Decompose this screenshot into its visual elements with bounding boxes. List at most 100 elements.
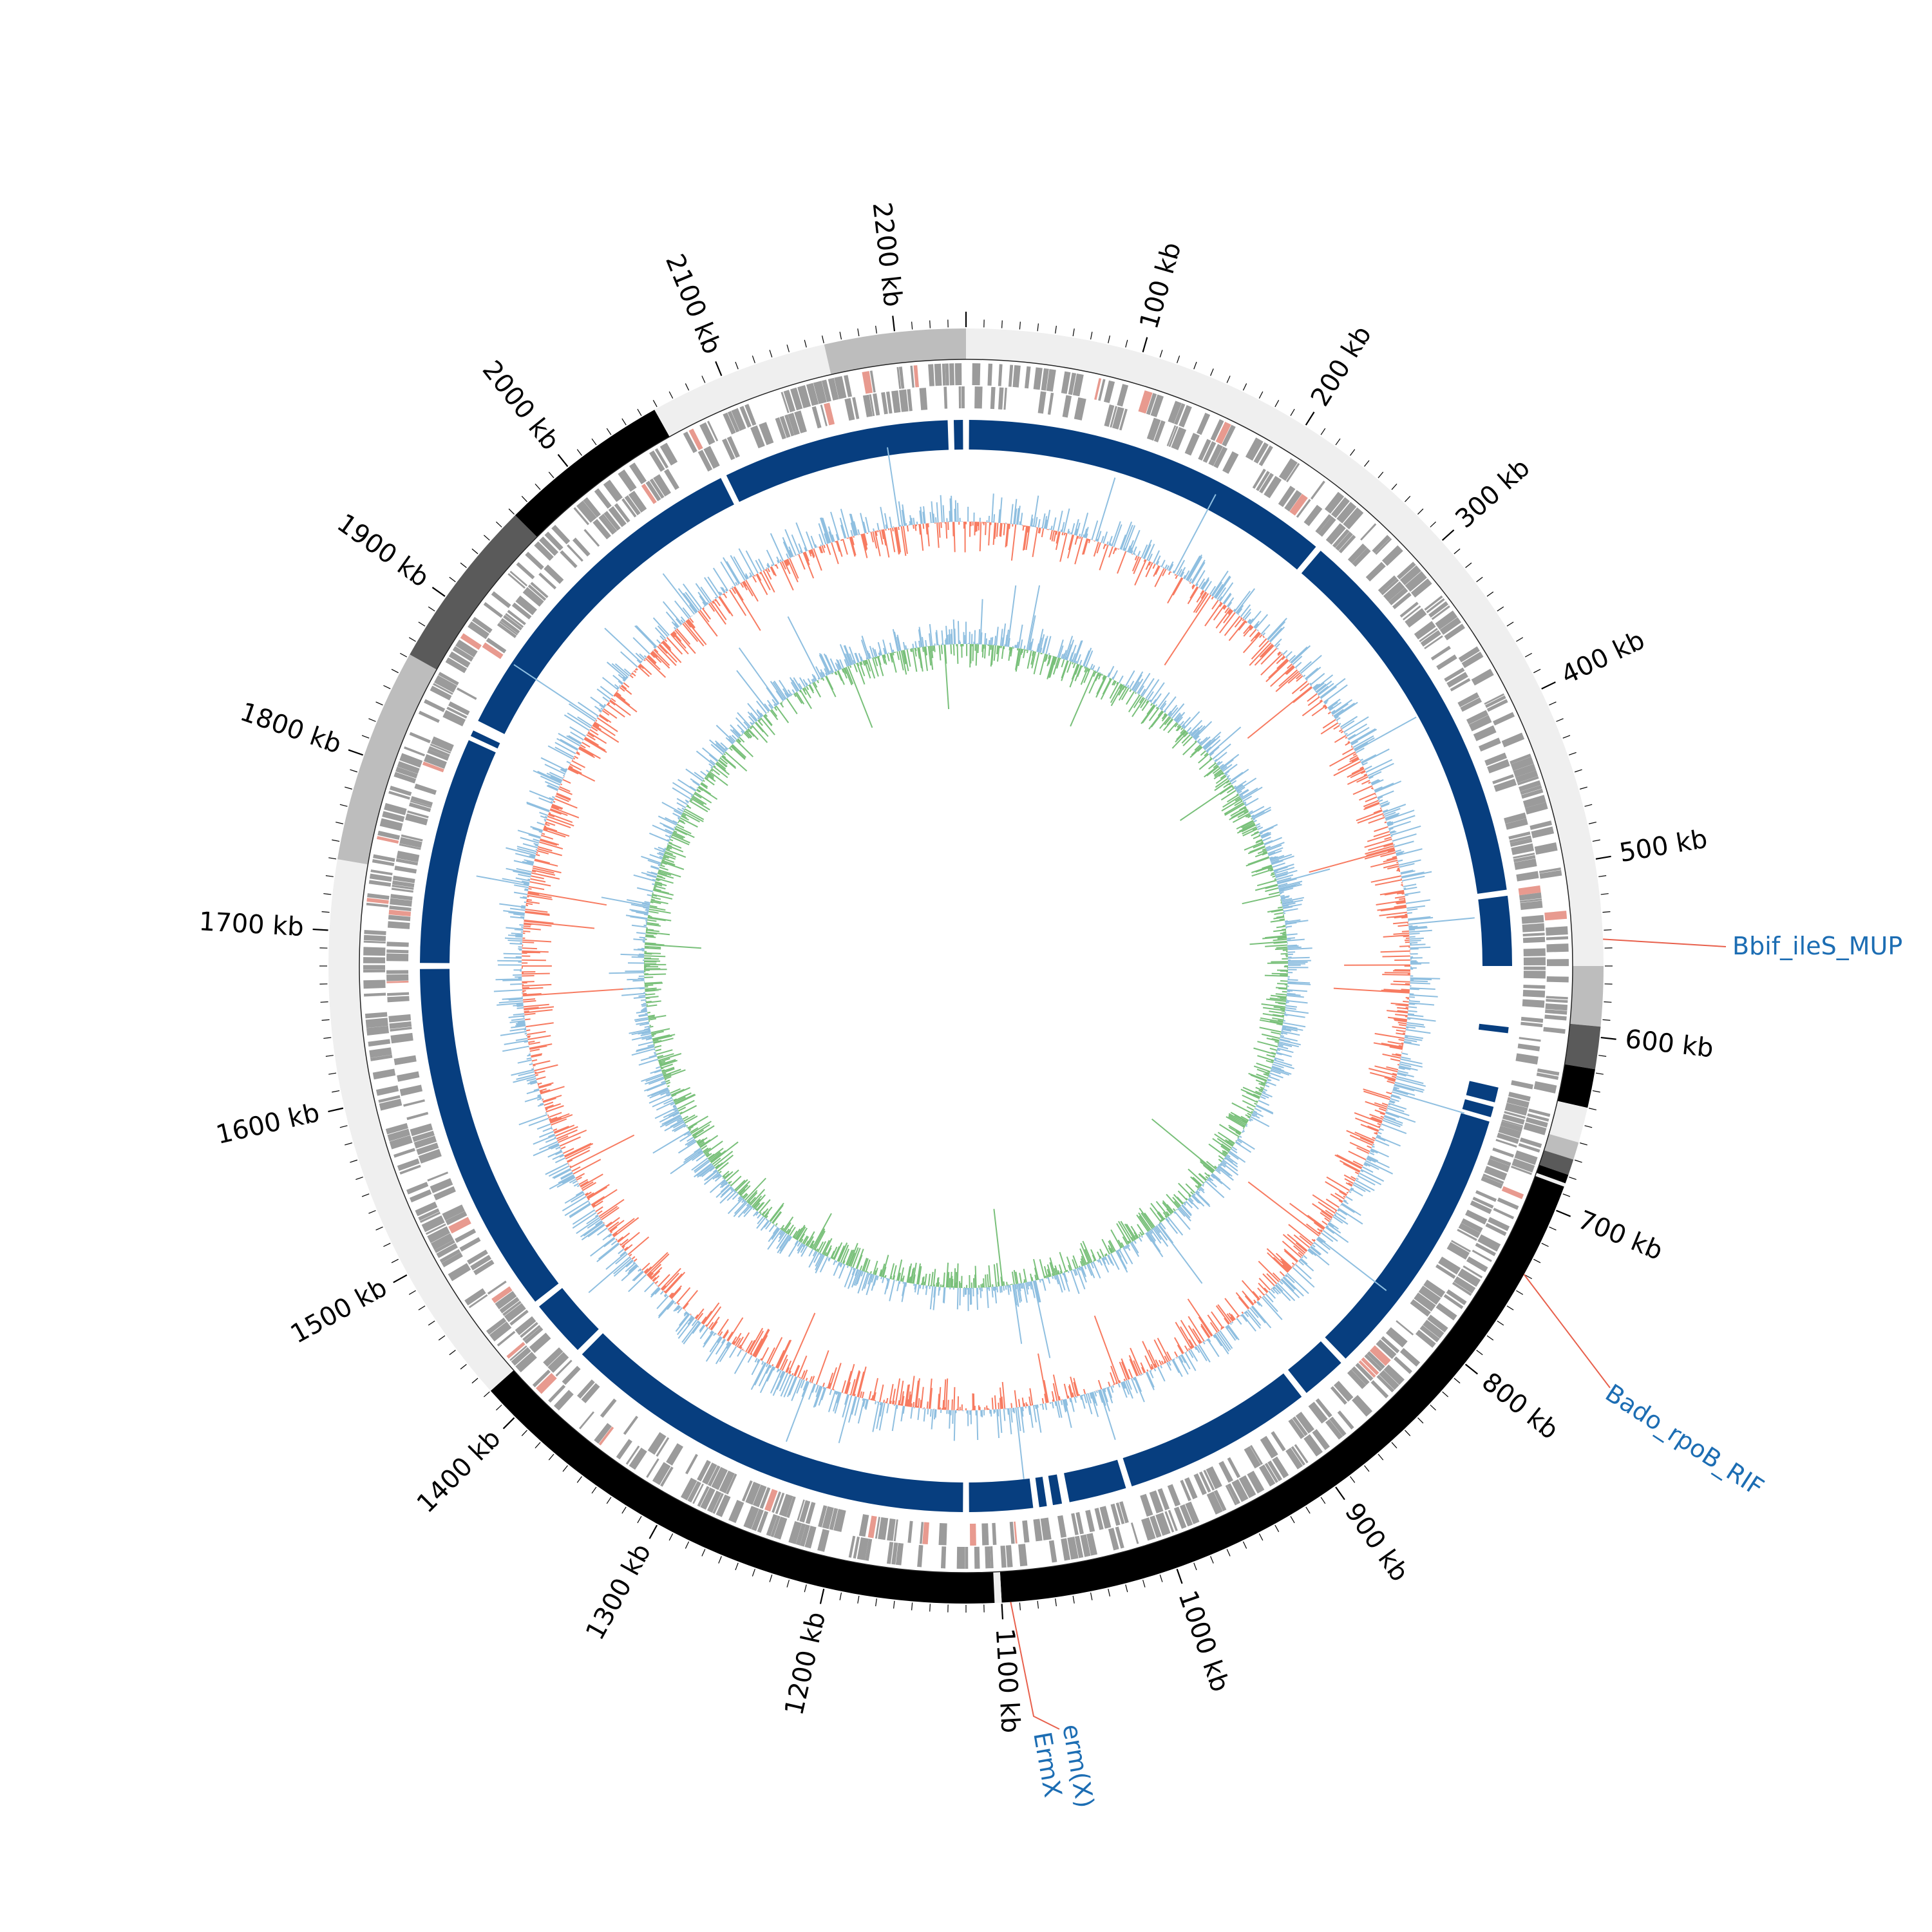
gene-feature [1312,1429,1331,1450]
gene-feature [697,1486,710,1507]
gene-feature [511,602,532,620]
gene-feature [1522,923,1545,933]
minor-tick [1226,1549,1231,1557]
blast-hit-ring [420,420,1512,1512]
major-tick [328,1107,344,1113]
gene-feature [752,1484,767,1508]
gene-feature [1525,802,1548,815]
minor-tick [1584,1125,1593,1128]
minor-tick [355,1177,363,1180]
minor-tick [1072,328,1075,337]
major-tick [1464,1363,1479,1375]
gene-feature [581,1383,600,1403]
gene-feature [390,1027,412,1032]
minor-tick [1350,1476,1356,1483]
gene-feature [442,710,466,726]
minor-tick [323,1037,332,1039]
gene-feature [1472,1249,1492,1262]
minor-tick [911,321,913,330]
gene-feature [1461,1218,1483,1233]
major-tick [557,453,569,468]
gene-feature [418,1208,440,1221]
minor-tick [1391,1442,1397,1449]
minor-tick [1533,1258,1541,1264]
gene-feature [409,732,431,744]
gene-feature [1018,1544,1028,1567]
minor-tick [576,1476,582,1483]
gene-feature [1419,628,1438,643]
gene-feature [629,1447,647,1470]
tick-label: 1000 kb [1172,1587,1235,1696]
major-tick [1001,1604,1004,1620]
gene-feature [1546,999,1568,1003]
minor-tick [1430,1405,1436,1411]
gene-feature [1267,1460,1283,1482]
gene-feature [891,390,901,413]
gene-feature [722,438,735,460]
gene-feature [1514,1150,1538,1165]
gene-feature [399,837,422,848]
gene-feature [1523,971,1546,979]
minor-tick [1442,1391,1449,1397]
gene-feature [424,753,447,769]
gene-feature [1510,753,1531,764]
gene-feature [1369,1345,1391,1366]
gene-feature [433,675,457,693]
minor-tick [1108,1588,1110,1596]
gene-feature [456,687,477,700]
gene-feature [974,386,983,409]
gene-feature [393,1148,415,1158]
major-tick [1600,1036,1616,1040]
minor-tick [1556,718,1564,722]
gene-feature [1068,372,1077,395]
gene-feature [779,1493,793,1517]
gene-feature [1331,497,1350,518]
gene-feature [1009,1521,1015,1544]
gene-feature [1352,547,1371,567]
gene-feature [1485,695,1506,708]
minor-tick [1417,508,1424,515]
gene-feature [1115,1502,1125,1524]
minor-tick [1588,822,1596,824]
gene-feature [1222,451,1239,474]
gene-feature [899,389,909,412]
minor-tick [483,535,490,541]
gene-feature [459,1236,481,1252]
gene-feature [1140,1493,1153,1517]
gene-feature [438,672,459,686]
minor-tick [1533,668,1541,674]
gene-feature [1435,1264,1456,1279]
gene-feature [471,616,493,634]
gene-feature [697,1460,711,1482]
gene-feature [430,743,451,754]
gene-feature [573,507,590,526]
minor-tick [1335,438,1341,446]
gene-feature [881,392,888,415]
gene-feature [1436,654,1457,670]
gene-feature [1470,1200,1492,1215]
gene-feature [1179,404,1192,428]
gene-feature [401,834,423,842]
gene-feature [893,1519,898,1542]
gene-feature [1501,732,1525,748]
gene-feature [399,1084,423,1097]
gene-feature [1484,693,1505,705]
gene-feature [1485,1222,1507,1236]
minor-tick [1001,320,1003,328]
minor-tick [1430,521,1436,527]
gene-feature [448,1217,471,1234]
gene-feature [956,1546,965,1569]
gene-feature [1119,408,1128,431]
gene-feature [1546,943,1569,952]
gene-feature [629,462,647,484]
gene-feature [940,1546,947,1569]
gene-feature [436,1243,458,1258]
gene-feature [470,1255,492,1271]
gene-feature [366,1025,390,1036]
gene-feature [998,387,1004,410]
gene-feature [384,802,407,815]
gene-feature [759,1487,771,1509]
gene-feature [1519,1137,1542,1148]
gene-feature [1167,1484,1181,1507]
gene-feature [427,1226,450,1244]
